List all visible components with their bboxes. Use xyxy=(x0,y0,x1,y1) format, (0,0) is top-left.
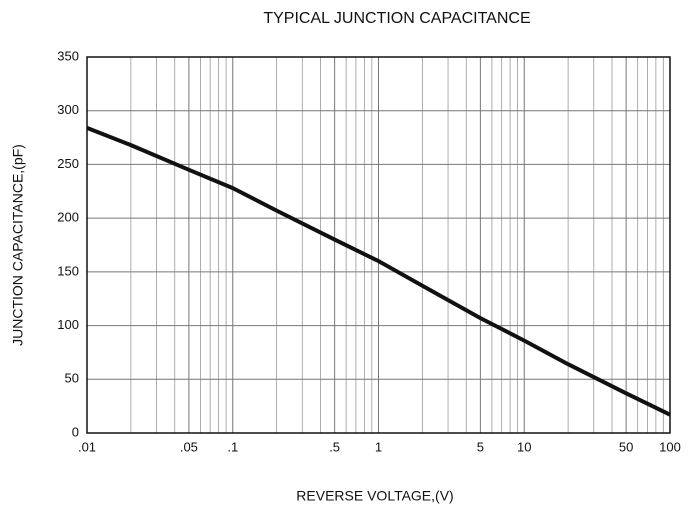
x-tick-label: .1 xyxy=(227,439,238,454)
y-tick-label: 250 xyxy=(57,156,79,171)
x-axis-label: REVERSE VOLTAGE,(V) xyxy=(296,488,453,504)
chart-title: TYPICAL JUNCTION CAPACITANCE xyxy=(263,10,530,27)
x-tick-label: .5 xyxy=(329,439,340,454)
x-tick-label: 100 xyxy=(659,439,681,454)
y-tick-label: 200 xyxy=(57,210,79,225)
x-tick-label: 50 xyxy=(619,439,633,454)
y-tick-label: 350 xyxy=(57,48,79,63)
line-series xyxy=(86,126,671,417)
x-tick-label: 10 xyxy=(517,439,531,454)
x-tick-label: 1 xyxy=(375,439,382,454)
x-tick-label: .01 xyxy=(78,439,96,454)
y-tick-label: 100 xyxy=(57,317,79,332)
plot-frame xyxy=(86,56,671,434)
y-tick-label: 0 xyxy=(72,424,79,439)
x-tick-label: 5 xyxy=(477,439,484,454)
x-tick-label: .05 xyxy=(180,439,198,454)
y-tick-label: 150 xyxy=(57,263,79,278)
y-axis-label: JUNCTION CAPACITANCE,(pF) xyxy=(10,144,26,346)
y-tick-label: 300 xyxy=(57,102,79,117)
y-tick-label: 50 xyxy=(65,371,79,386)
